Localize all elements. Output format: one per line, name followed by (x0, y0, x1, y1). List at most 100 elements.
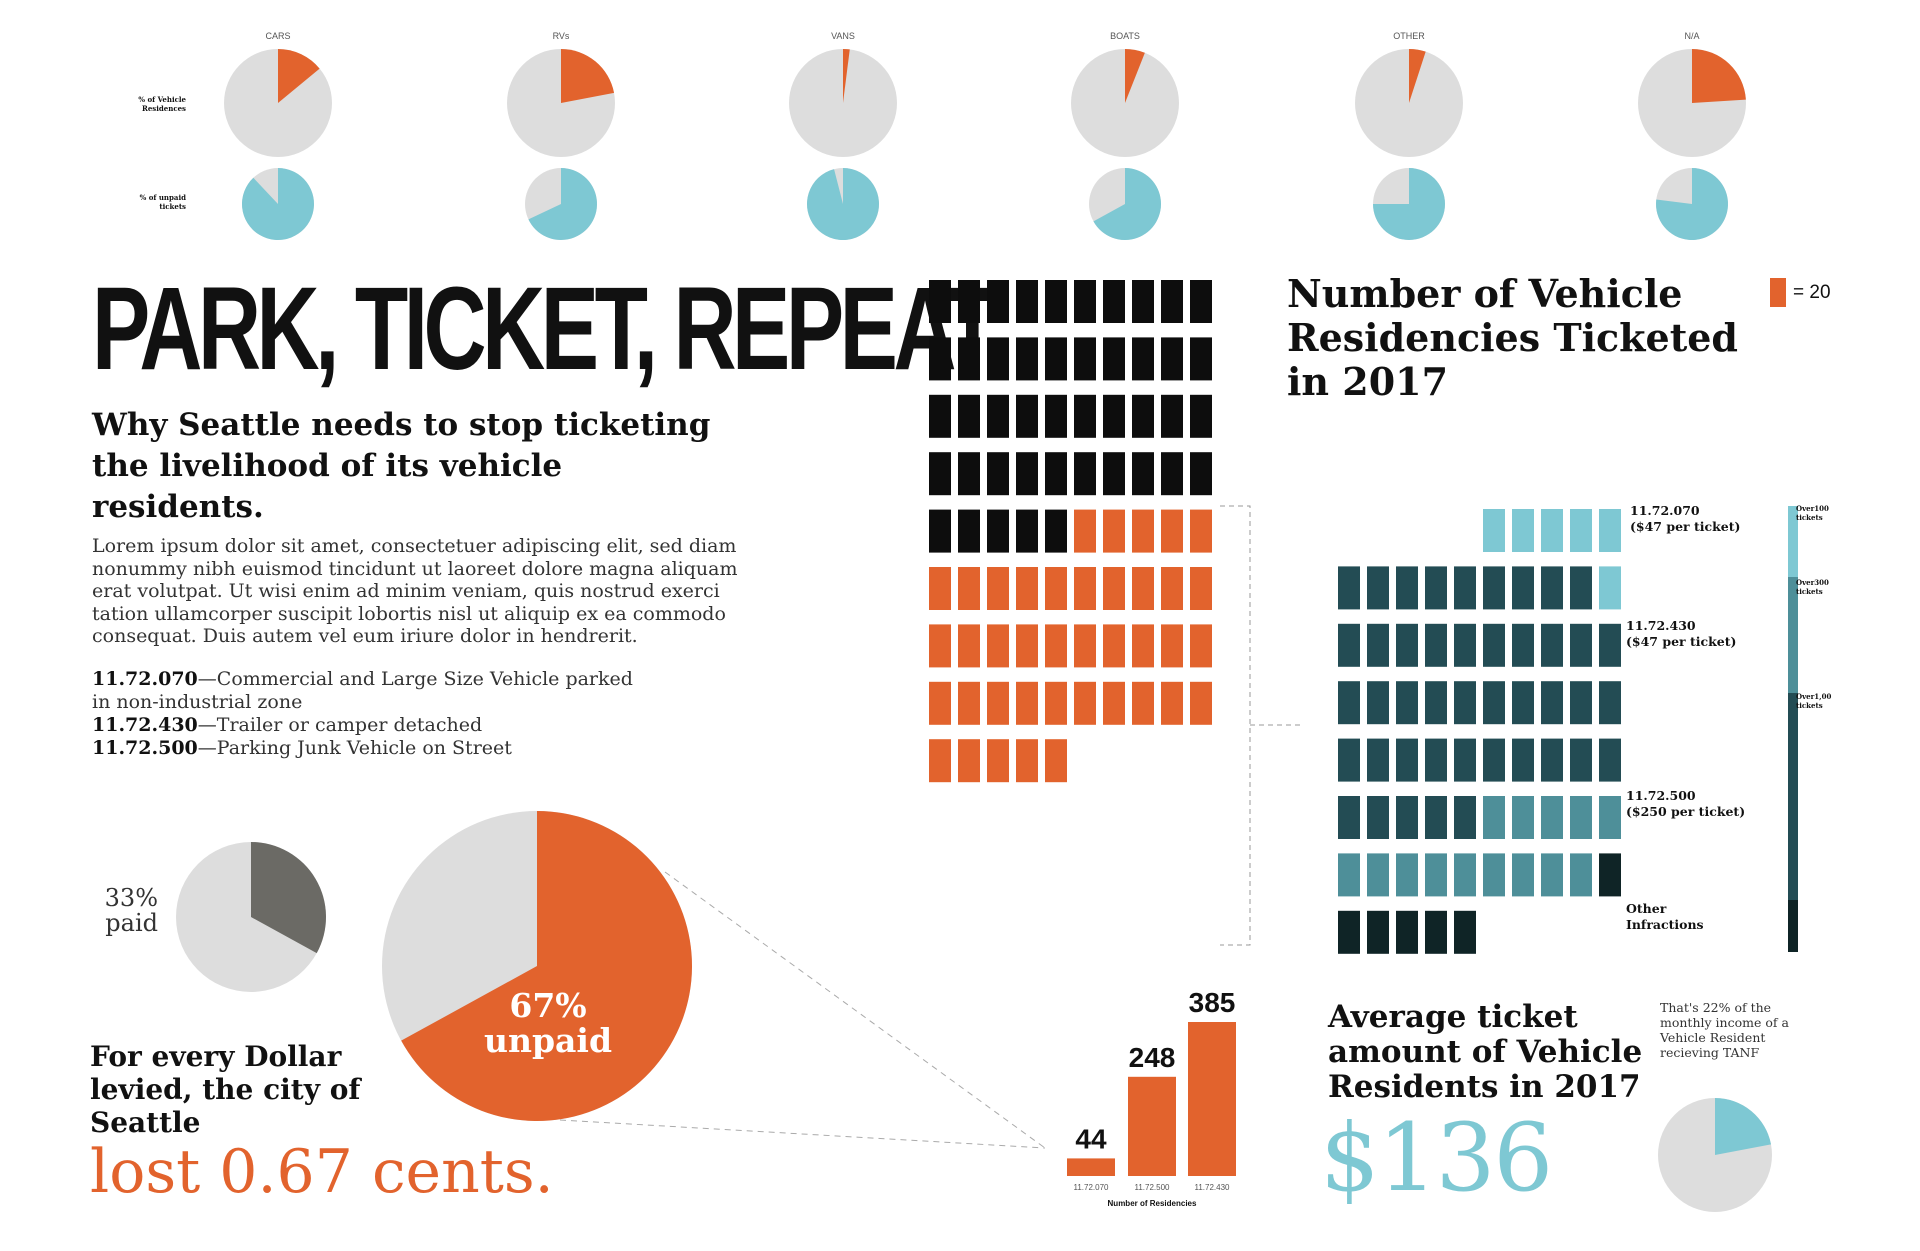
waffle-unit (1512, 681, 1534, 725)
waffle-unit (987, 509, 1009, 553)
waffle-unit (1132, 567, 1154, 610)
waffle-unit (1541, 623, 1563, 667)
waffle-unit (1016, 567, 1038, 610)
waffle-unit (1190, 509, 1212, 553)
waffle-unit (1570, 853, 1592, 897)
code-list: 11.72.070—Commercial and Large Size Vehi… (92, 668, 652, 760)
waffle-unit (1570, 509, 1592, 552)
waffle-unit (1396, 738, 1418, 782)
residence-pie-slice (1125, 49, 1145, 103)
bar-value-label: 44 (1075, 1123, 1107, 1154)
waffle-unit (1425, 623, 1447, 667)
waffle-unit (958, 280, 980, 323)
body-paragraph: Lorem ipsum dolor sit amet, consectetuer… (92, 535, 738, 647)
waffle-unit (1570, 738, 1592, 782)
residence-pie-slice (843, 49, 850, 103)
waffle-unit (1074, 567, 1096, 610)
waffle-unit (1483, 738, 1505, 782)
pie-category-label: CARS (265, 31, 290, 41)
lost-amount: lost 0.67 cents. (90, 1137, 554, 1207)
waffle-unit (1367, 738, 1389, 782)
waffle-unit (1396, 566, 1418, 610)
callout-line (559, 1119, 1046, 1149)
waffle-unit (1512, 623, 1534, 667)
waffle-unit (1338, 566, 1360, 610)
waffle-unit (987, 394, 1009, 438)
waffle-unit (1454, 796, 1476, 839)
scale-segment (1788, 693, 1798, 900)
unpaid-pie-slice (528, 168, 597, 240)
waffle-unit (1045, 739, 1067, 783)
waffle-unit (1103, 337, 1125, 381)
waffle-unit (1483, 796, 1505, 839)
scale-segment (1788, 577, 1798, 693)
unpaid-label: 67% unpaid (478, 988, 618, 1058)
waffle-unit (1016, 681, 1038, 725)
tanf-pie-chart (1658, 1098, 1772, 1212)
waffle-unit (1161, 394, 1183, 438)
waffle-unit (1132, 624, 1154, 668)
pie-category-label: VANS (831, 31, 855, 41)
waffle-unit (1541, 509, 1563, 552)
bar-value-label: 385 (1189, 987, 1236, 1018)
tanf-note: That's 22% of the monthly income of a Ve… (1660, 1000, 1789, 1060)
waffle-unit (1599, 623, 1621, 667)
waffle-unit (987, 681, 1009, 725)
waffle-unit (1045, 567, 1067, 610)
unpaid-pie-slice (242, 168, 314, 240)
row-label-unpaid-tickets: % of unpaid tickets (139, 193, 186, 211)
waffle-unit (1132, 681, 1154, 725)
category-label: 11.72.430 ($47 per ticket) (1626, 618, 1737, 649)
scale-segment (1788, 900, 1798, 952)
waffle-unit (1454, 853, 1476, 897)
waffle-unit (1454, 910, 1476, 954)
waffle-unit (1161, 452, 1183, 496)
residence-pie-slice (561, 49, 615, 103)
waffle-unit (1338, 796, 1360, 839)
waffle-unit (958, 337, 980, 381)
waffle-unit (1016, 624, 1038, 668)
waffle-unit (1541, 796, 1563, 839)
residence-pie-slice (278, 49, 320, 103)
waffle-unit (987, 337, 1009, 381)
waffle-unit (1512, 853, 1534, 897)
waffle-unit (1190, 280, 1212, 323)
pie-category-label: BOATS (1110, 31, 1140, 41)
waffle-unit (987, 280, 1009, 323)
waffle-unit (958, 681, 980, 725)
category-label: Other Infractions (1626, 901, 1704, 932)
bar-axis-label: Number of Residencies (1108, 1199, 1197, 1208)
waffle-unit (1190, 452, 1212, 496)
scale-segment (1788, 506, 1798, 577)
waffle-unit (1045, 394, 1067, 438)
waffle-unit (1541, 566, 1563, 610)
waffle-unit (1425, 566, 1447, 610)
waffle-unit (1103, 681, 1125, 725)
waffle-unit (1190, 337, 1212, 381)
waffle-unit (987, 452, 1009, 496)
waffle-unit (929, 280, 951, 323)
waffle-unit (1103, 280, 1125, 323)
waffle-unit (1483, 509, 1505, 552)
bar-category-label: 11.72.070 (1074, 1183, 1110, 1192)
unpaid-pie-slice (401, 811, 692, 1121)
unpaid-pie-slice (1373, 168, 1445, 240)
waffle-unit (1045, 452, 1067, 496)
waffle-unit (1599, 566, 1621, 610)
paid-label: 33% paid (104, 884, 158, 937)
residence-pie-slice (1409, 49, 1426, 103)
waffle-unit (1016, 394, 1038, 438)
waffle-unit (1599, 738, 1621, 782)
waffle-unit (1599, 681, 1621, 725)
waffle-unit (1016, 280, 1038, 323)
waffle-unit (1132, 509, 1154, 553)
waffle-unit (1425, 910, 1447, 954)
waffle-unit (1541, 738, 1563, 782)
unpaid-pie-slice (1655, 168, 1728, 240)
bar-category-label: 11.72.500 (1135, 1183, 1171, 1192)
waffle-unit (1074, 337, 1096, 381)
waffle-unit (1483, 623, 1505, 667)
category-label: 11.72.070 ($47 per ticket) (1630, 503, 1741, 534)
waffle-unit (1396, 796, 1418, 839)
